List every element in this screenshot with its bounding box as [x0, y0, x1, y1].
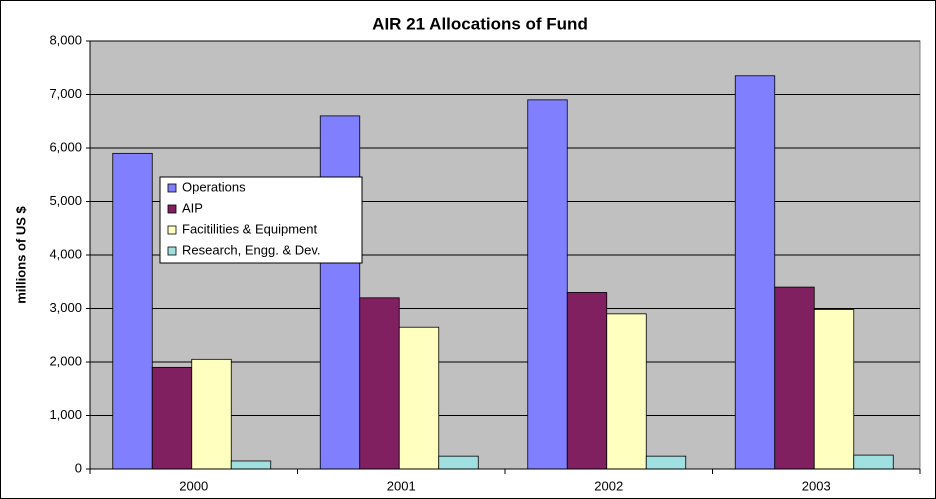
- legend-swatch: [167, 225, 177, 235]
- y-tick-label: 0: [75, 460, 82, 475]
- y-tick-label: 8,000: [49, 32, 82, 47]
- legend-swatch: [167, 246, 177, 256]
- y-tick-label: 2,000: [49, 353, 82, 368]
- bar: [191, 358, 232, 470]
- legend: [159, 176, 363, 264]
- legend-label: Research, Engg. & Dev.: [182, 242, 321, 257]
- legend-label: AIP: [182, 200, 203, 215]
- y-tick-label: 4,000: [49, 246, 82, 261]
- y-axis-label: millions of US $: [13, 205, 28, 303]
- x-tick-label: 2000: [179, 478, 208, 493]
- y-tick-label: 3,000: [49, 300, 82, 315]
- x-tick-label: 2002: [594, 478, 623, 493]
- y-tick-label: 6,000: [49, 139, 82, 154]
- y-tick-label: 5,000: [49, 193, 82, 208]
- bar: [398, 326, 440, 470]
- bar: [527, 99, 568, 470]
- x-tick-label: 2003: [802, 478, 831, 493]
- bar: [813, 309, 855, 470]
- x-tick-label: 2001: [387, 478, 416, 493]
- bar: [319, 115, 361, 470]
- bar: [151, 366, 193, 470]
- chart-title: AIR 21 Allocations of Fund: [372, 14, 588, 33]
- bar: [853, 454, 894, 470]
- bar: [645, 455, 687, 470]
- legend-swatch: [167, 204, 177, 214]
- bar: [230, 460, 272, 470]
- bar: [606, 313, 647, 470]
- bar: [566, 292, 608, 470]
- legend-label: Facitilities & Equipment: [182, 221, 317, 236]
- bar: [774, 286, 815, 470]
- bar: [438, 455, 479, 470]
- legend-label: Operations: [182, 179, 246, 194]
- bar: [734, 75, 776, 470]
- bar: [359, 297, 400, 470]
- bar: [112, 152, 153, 470]
- legend-swatch: [167, 183, 177, 193]
- y-tick-label: 1,000: [49, 407, 82, 422]
- y-tick-label: 7,000: [49, 86, 82, 101]
